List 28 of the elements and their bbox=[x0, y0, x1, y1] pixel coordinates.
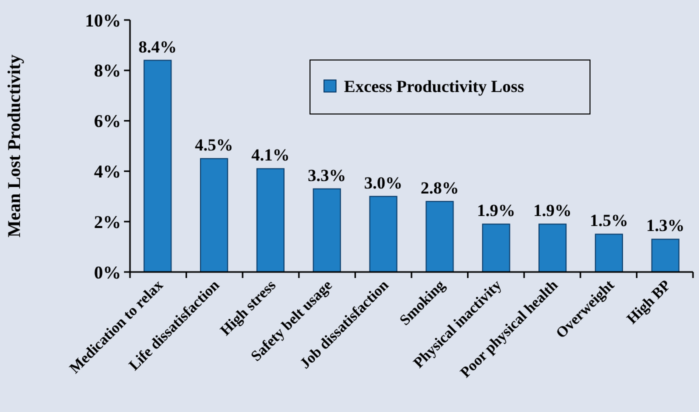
y-tick-label: 0% bbox=[94, 262, 121, 282]
bar bbox=[594, 234, 623, 272]
y-axis-title: Mean Lost Productivity bbox=[4, 54, 24, 238]
data-label: 8.4% bbox=[138, 37, 177, 56]
y-tick-label: 2% bbox=[94, 212, 121, 232]
bar bbox=[426, 200, 454, 272]
y-tick-label: 6% bbox=[94, 111, 121, 132]
data-label: 3.0% bbox=[364, 173, 402, 192]
data-label: 4.1% bbox=[251, 146, 290, 165]
bar bbox=[200, 158, 228, 272]
bar bbox=[369, 196, 398, 272]
bar bbox=[538, 224, 567, 272]
bar bbox=[482, 224, 510, 272]
bar bbox=[256, 168, 285, 272]
y-tick-label: 10% bbox=[85, 10, 121, 30]
y-tick-label: 4% bbox=[94, 162, 121, 182]
bar bbox=[312, 188, 341, 272]
data-label: 2.8% bbox=[420, 178, 459, 198]
bar bbox=[144, 60, 172, 272]
data-label: 3.3% bbox=[308, 166, 346, 185]
bar bbox=[651, 238, 680, 272]
legend-label: Excess Productivity Loss bbox=[344, 76, 524, 96]
data-label: 1.5% bbox=[590, 211, 628, 230]
data-label: 4.5% bbox=[194, 136, 234, 155]
data-label: 1.9% bbox=[533, 201, 572, 220]
data-label: 1.3% bbox=[646, 216, 684, 236]
data-label: 1.9% bbox=[476, 201, 516, 220]
y-tick-label: 8% bbox=[94, 60, 121, 81]
